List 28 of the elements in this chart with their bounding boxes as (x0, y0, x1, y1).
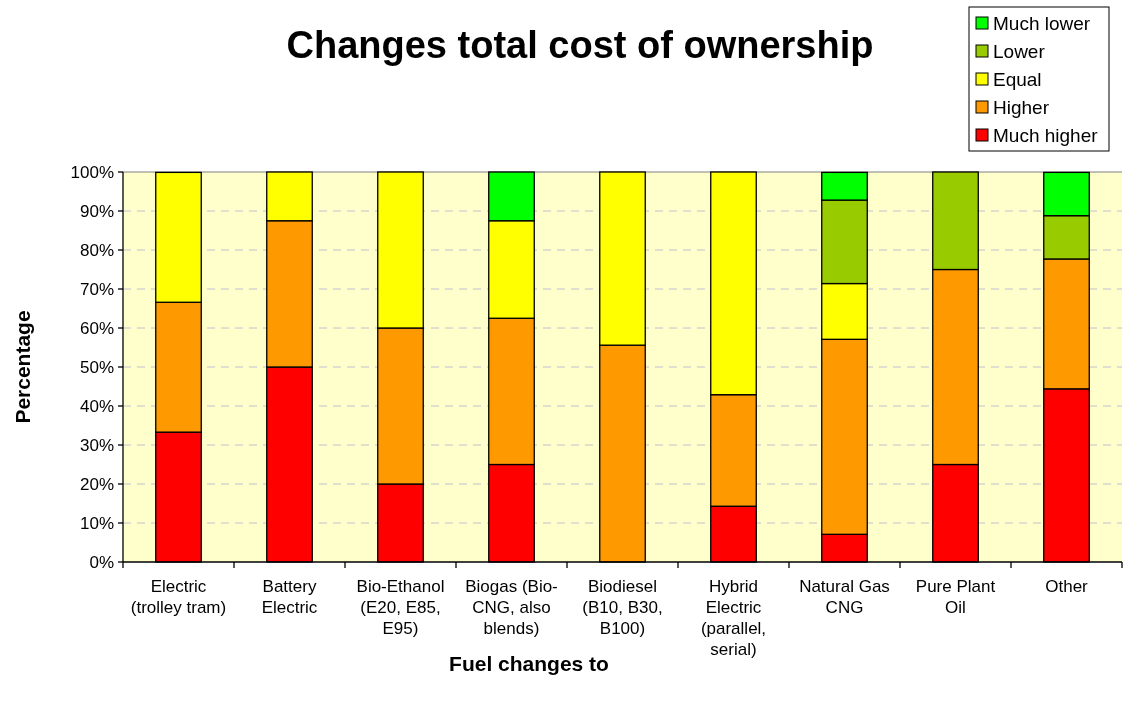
x-tick-label: Battery Electric (261, 577, 318, 617)
legend-label: Lower (993, 40, 1046, 62)
legend-label: Much lower (993, 12, 1091, 34)
x-axis-title: Fuel changes to (449, 652, 609, 675)
x-tick-label: Other (1045, 577, 1089, 596)
legend-label: Higher (993, 96, 1050, 118)
y-tick-label: 50% (79, 357, 114, 377)
x-tick-label: Biogas (Bio-CNG, also blends) (465, 577, 558, 638)
legend-label: Equal (993, 68, 1042, 90)
y-tick-label: 0% (89, 552, 114, 572)
x-tick-label: Biodiesel (B10, B30, B100) (582, 577, 663, 638)
chart-title: Changes total cost of ownership (286, 24, 874, 66)
y-tick-label: 90% (79, 201, 114, 221)
y-tick-label: 20% (79, 474, 114, 494)
y-tick-label: 100% (70, 162, 114, 182)
x-tick-label: Hybrid Electric (parallel, serial) (700, 577, 767, 659)
x-tick-label: Electric (trolley tram) (130, 577, 227, 617)
y-tick-label: 80% (79, 240, 114, 260)
y-tick-label: 60% (79, 318, 114, 338)
legend-label: Much higher (993, 124, 1099, 146)
y-axis-title: Percentage (11, 310, 34, 424)
x-tick-label: Bio-Ethanol (E20, E85, E95) (356, 577, 445, 638)
y-tick-label: 70% (79, 279, 114, 299)
y-tick-label: 10% (79, 513, 114, 533)
y-tick-label: 30% (79, 435, 114, 455)
x-tick-label: Pure Plant Oil (915, 577, 996, 617)
y-tick-label: 40% (79, 396, 114, 416)
x-tick-label: Natural Gas CNG (799, 577, 890, 617)
